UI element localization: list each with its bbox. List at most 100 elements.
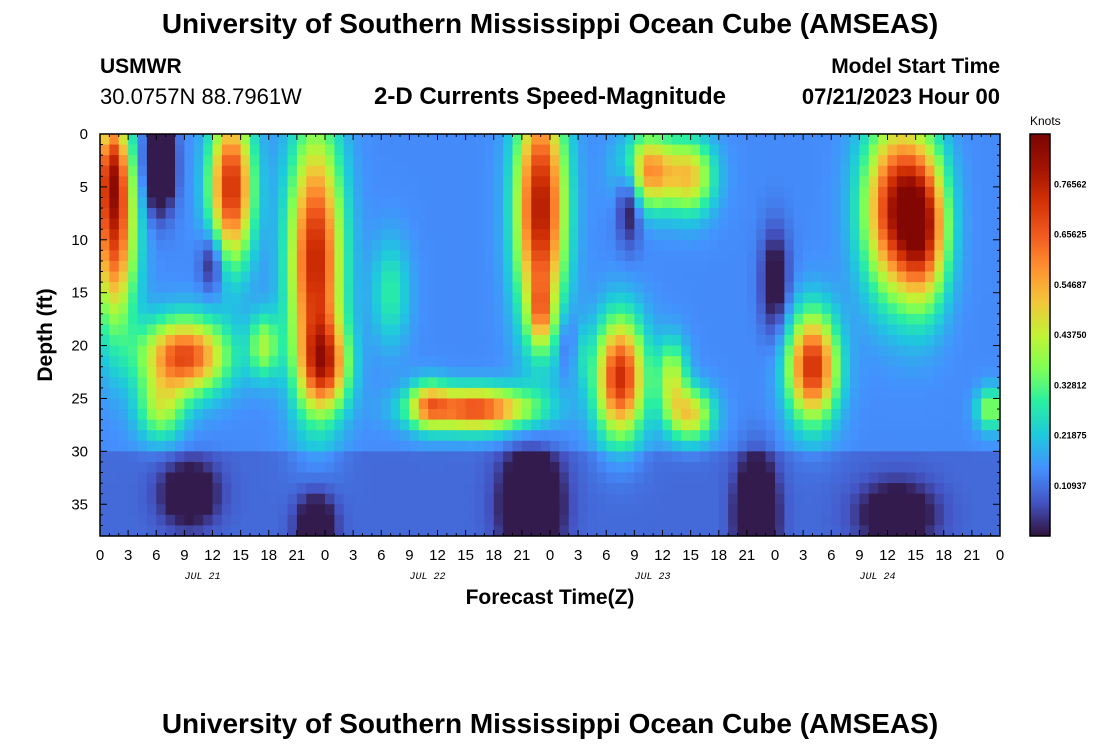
heatmap-cell xyxy=(906,155,917,167)
heatmap-cell xyxy=(250,409,260,421)
heatmap-cell xyxy=(840,387,851,400)
heatmap-cell xyxy=(456,218,467,230)
heatmap-cell xyxy=(925,440,935,452)
heatmap-cell xyxy=(840,398,851,410)
heatmap-cell xyxy=(634,229,645,241)
x-tick-label: 12 xyxy=(204,547,221,564)
heatmap-cell xyxy=(906,483,917,495)
heatmap-cell xyxy=(193,398,204,410)
heatmap-cell xyxy=(343,134,354,146)
heatmap-cell xyxy=(175,155,185,167)
heatmap-cell xyxy=(231,186,242,199)
heatmap-cell xyxy=(296,451,307,463)
heatmap-cell xyxy=(737,303,748,315)
heatmap-cell xyxy=(868,419,879,431)
heatmap-cell xyxy=(784,525,795,536)
heatmap-cell xyxy=(587,218,598,230)
heatmap-cell xyxy=(231,208,242,220)
heatmap-cell xyxy=(296,197,307,209)
heatmap-cell xyxy=(887,514,898,527)
heatmap-cell xyxy=(362,387,373,400)
heatmap-cell xyxy=(512,514,523,527)
heatmap-cell xyxy=(175,144,185,156)
heatmap-cell xyxy=(353,430,364,442)
heatmap-cell xyxy=(437,525,448,536)
heatmap-cell xyxy=(531,313,542,326)
heatmap-cell xyxy=(203,335,214,347)
heatmap-cell xyxy=(334,260,345,273)
heatmap-cell xyxy=(981,218,992,230)
heatmap-cell xyxy=(221,483,232,495)
heatmap-cell xyxy=(203,377,214,389)
heatmap-cell xyxy=(812,430,823,442)
heatmap-cell xyxy=(925,282,935,294)
heatmap-cell xyxy=(231,250,242,262)
heatmap-cell xyxy=(146,324,157,336)
heatmap-cell xyxy=(990,514,1000,527)
heatmap-cell xyxy=(334,377,345,389)
heatmap-cell xyxy=(690,493,701,505)
heatmap-cell xyxy=(784,493,795,505)
heatmap-cell xyxy=(625,324,635,336)
heatmap-cell xyxy=(493,271,504,283)
heatmap-cell xyxy=(118,514,129,527)
heatmap-cell xyxy=(643,218,654,230)
heatmap-cell xyxy=(203,461,214,474)
heatmap-cell xyxy=(446,398,457,410)
heatmap-cell xyxy=(550,419,560,431)
heatmap-cell xyxy=(962,165,973,177)
heatmap-cell xyxy=(128,165,139,177)
heatmap-cell xyxy=(606,440,617,452)
heatmap-cell xyxy=(953,461,964,474)
heatmap-cell xyxy=(643,324,654,336)
heatmap-cell xyxy=(334,218,345,230)
heatmap-cell xyxy=(878,356,889,368)
heatmap-cell xyxy=(456,239,467,251)
heatmap-cell xyxy=(118,144,129,156)
heatmap-cell xyxy=(653,260,664,273)
heatmap-cell xyxy=(184,155,195,167)
heatmap-cell xyxy=(550,229,560,241)
heatmap-cell xyxy=(728,366,739,378)
heatmap-cell xyxy=(953,493,964,505)
heatmap-cell xyxy=(700,366,710,378)
heatmap-cell xyxy=(137,366,148,378)
heatmap-cell xyxy=(578,483,589,495)
heatmap-cell xyxy=(718,324,729,336)
heatmap-cell xyxy=(737,176,748,188)
heatmap-cell xyxy=(456,260,467,273)
heatmap-cell xyxy=(887,409,898,421)
heatmap-cell xyxy=(925,144,935,156)
heatmap-cell xyxy=(868,197,879,209)
heatmap-cell xyxy=(193,525,204,536)
heatmap-cell xyxy=(812,303,823,315)
heatmap-cell xyxy=(165,461,176,474)
heatmap-cell xyxy=(943,398,954,410)
heatmap-cell xyxy=(821,144,832,156)
heatmap-cell xyxy=(334,440,345,452)
heatmap-cell xyxy=(259,208,270,220)
heatmap-cell xyxy=(831,260,842,273)
heatmap-cell xyxy=(653,451,664,463)
heatmap-cell xyxy=(671,504,682,516)
heatmap-cell xyxy=(634,366,645,378)
heatmap-cell xyxy=(409,176,420,188)
heatmap-cell xyxy=(278,493,289,505)
heatmap-cell xyxy=(278,208,289,220)
heatmap-cell xyxy=(943,461,954,474)
heatmap-cell xyxy=(981,387,992,400)
heatmap-cell xyxy=(784,472,795,484)
heatmap-cell xyxy=(868,440,879,452)
heatmap-cell xyxy=(746,514,757,527)
axes: 0 3 6 9 12 15 18 21 0 3 6 9 12 15 18 21 0 3 6 9 12 15 18 21 0 3 6 9… xyxy=(71,126,1086,583)
heatmap-cell xyxy=(746,419,757,431)
heatmap-cell xyxy=(943,250,954,262)
heatmap-cell xyxy=(381,282,392,294)
heatmap-cell xyxy=(765,366,776,378)
heatmap-cell xyxy=(784,186,795,199)
y-tick-label: 25 xyxy=(71,390,88,407)
heatmap-cell xyxy=(578,387,589,400)
heatmap-cell xyxy=(587,366,598,378)
heatmap-cell xyxy=(700,155,710,167)
heatmap-cell xyxy=(306,472,317,484)
